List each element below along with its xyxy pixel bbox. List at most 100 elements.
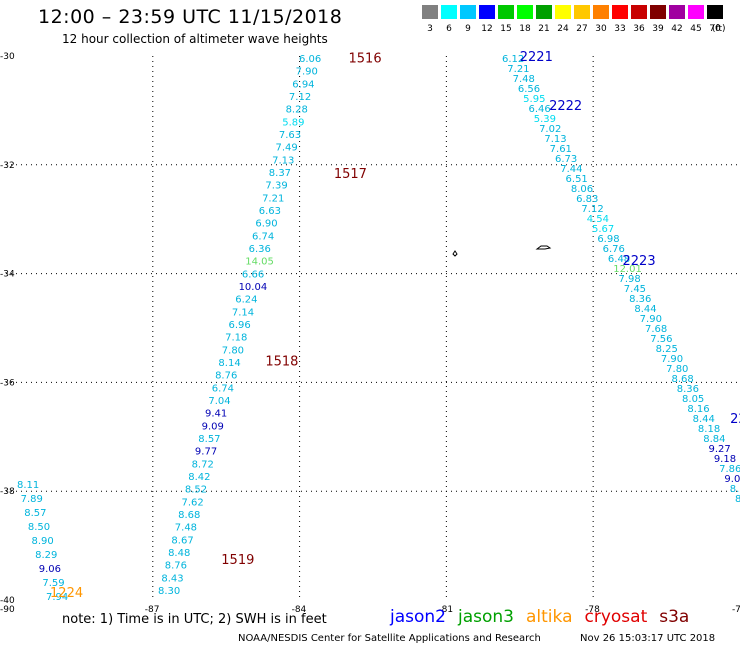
- legend-swatch: [574, 5, 590, 19]
- wave-height-value: 6.12: [502, 54, 524, 65]
- wave-height-value: 7.86: [719, 464, 740, 475]
- wave-height-value: 6.46: [528, 104, 550, 115]
- wave-height-value: 14.05: [245, 257, 274, 268]
- legend-level: 70: [709, 24, 721, 34]
- satellite-name: jason2: [390, 607, 446, 627]
- wave-height-value: 7.21: [507, 64, 529, 75]
- wave-height-value: 7.12: [289, 92, 311, 103]
- satellite-name: cryosat: [584, 607, 648, 627]
- legend-level: 42: [671, 24, 683, 34]
- pass-id-label: 2223: [623, 254, 656, 269]
- wave-height-value: 8.57: [198, 434, 220, 445]
- wave-height-value: 6.66: [242, 269, 264, 280]
- wave-height-value: 9.41: [205, 409, 227, 420]
- map-grid: [6, 56, 740, 600]
- wave-height-value: 9.77: [195, 447, 217, 458]
- legend-swatch: [612, 5, 628, 19]
- wave-height-value: 8.67: [171, 535, 193, 546]
- lon-tick-label: -84: [292, 605, 307, 615]
- lat-tick-label: -36: [0, 378, 15, 388]
- wave-height-value: 6.76: [603, 244, 625, 255]
- wave-height-value: 8.36: [677, 384, 699, 395]
- wave-height-value: 6.63: [259, 206, 281, 217]
- credit-text: NOAA/NESDIS Center for Satellite Applica…: [238, 633, 541, 644]
- legend-unit: (ft): [712, 24, 726, 34]
- wave-height-value: 8.30: [158, 586, 180, 597]
- wave-height-value: 8.84: [703, 434, 725, 445]
- legend-swatch: [479, 5, 495, 19]
- wave-height-value: 7.94: [46, 592, 68, 603]
- wave-height-value: 6.36: [249, 244, 271, 255]
- lat-tick-label: -40: [0, 596, 15, 606]
- altimeter-tracks: 6.067.906.947.128.285.897.637.497.138.37…: [17, 54, 740, 603]
- wave-height-value: 7.04: [208, 396, 230, 407]
- satellite-name: s3a: [659, 607, 690, 627]
- satellite-name: jason3: [458, 607, 514, 627]
- lon-tick-label: -81: [438, 605, 453, 615]
- pass-id-label: 2224: [730, 412, 740, 427]
- lon-tick-label: -90: [0, 605, 15, 615]
- legend-swatch: [707, 5, 723, 19]
- wave-height-value: 5.95: [523, 94, 545, 105]
- wave-height-value: 8.05: [682, 394, 704, 405]
- wave-height-value: 8.76: [215, 371, 237, 382]
- wave-height-value: 7.49: [276, 143, 298, 154]
- wave-height-value: 6.06: [299, 54, 321, 65]
- pass-id-label: 1516: [349, 52, 382, 67]
- legend-swatch: [498, 5, 514, 19]
- wave-height-value: 8.28: [286, 105, 308, 116]
- wave-height-value: 6.24: [235, 295, 257, 306]
- lat-tick-label: -38: [0, 487, 15, 497]
- wave-height-value: 8.42: [188, 472, 210, 483]
- wave-height-value: 5.39: [534, 114, 556, 125]
- wave-height-value: 7.59: [42, 578, 64, 589]
- wave-height-value: 8.50: [28, 522, 50, 533]
- timestamp-text: Nov 26 15:03:17 UTC 2018: [580, 633, 716, 644]
- wave-height-value: 6.74: [212, 383, 234, 394]
- page-title: 12:00 – 23:59 UTC 11/15/2018: [38, 6, 343, 28]
- wave-height-value: 6.83: [576, 194, 598, 205]
- pass-id-label: 1518: [265, 355, 298, 370]
- wave-height-value: 7.48: [175, 523, 197, 534]
- wave-height-value: 10.04: [239, 282, 268, 293]
- legend-level: 45: [690, 24, 702, 34]
- legend-level: 36: [633, 24, 645, 34]
- lat-tick-label: -32: [0, 161, 15, 171]
- wave-height-value: 7.62: [182, 497, 204, 508]
- lon-tick-label: -87: [145, 605, 160, 615]
- legend-swatch: [631, 5, 647, 19]
- pass-id-label: 1517: [334, 167, 367, 182]
- legend-swatch: [441, 5, 457, 19]
- legend-level: 21: [538, 24, 550, 34]
- pass-id-label: 2221: [520, 50, 553, 65]
- wave-height-value: 7.44: [560, 164, 582, 175]
- island-shape-2: [535, 245, 552, 250]
- wave-height-value: 7.61: [550, 144, 572, 155]
- legend-level: 30: [595, 24, 607, 34]
- wave-height-value: 7.68: [645, 324, 667, 335]
- legend-level: 15: [500, 24, 512, 34]
- wave-height-value: 9.18: [714, 454, 736, 465]
- legend-swatch: [688, 5, 704, 19]
- wave-height-value: 6.51: [566, 174, 588, 185]
- wave-height-value: 6.98: [597, 234, 619, 245]
- wave-height-value: 9.06: [39, 564, 61, 575]
- wave-height-value: 7.14: [232, 307, 254, 318]
- pass-labels: 1516 1517 1518 1519 1224 2221 2222 2223 2224: [50, 50, 740, 601]
- wave-height-value: 8.44: [693, 414, 715, 425]
- wave-height-value: 7.90: [661, 354, 683, 365]
- legend-level: 27: [576, 24, 588, 34]
- legend-level: 18: [519, 24, 531, 34]
- legend-swatch: [669, 5, 685, 19]
- wave-height-value: 7.48: [513, 74, 535, 85]
- wave-height-value: 8.06: [571, 184, 593, 195]
- wave-height-value: 6.73: [555, 154, 577, 165]
- wave-height-value: 7.21: [262, 193, 284, 204]
- lat-tick-label: -30: [0, 52, 15, 62]
- wave-height-value: 7.12: [581, 204, 603, 215]
- satellite-name: altika: [526, 607, 573, 627]
- wave-height-value: 6.74: [252, 231, 274, 242]
- wave-height-value: 7.13: [544, 134, 566, 145]
- legend-level: 9: [465, 24, 471, 34]
